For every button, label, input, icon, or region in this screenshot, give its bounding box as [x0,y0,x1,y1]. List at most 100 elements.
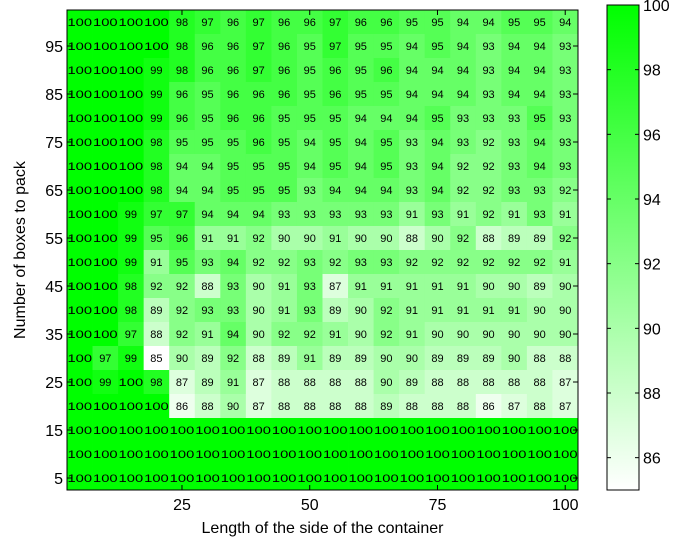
heatmap-cell [322,298,349,323]
colorbar [606,4,640,491]
heatmap-cell-label: 89 [355,353,367,365]
heatmap-cell [348,178,374,203]
heatmap-cell [220,418,247,443]
heatmap-cell-label: 100 [221,425,246,437]
heatmap-cell [92,58,119,83]
heatmap-cell [143,370,170,395]
heatmap-cell-label: 100 [67,281,92,293]
heatmap-cell-label: 95 [150,233,162,245]
heatmap-cell [67,346,93,371]
heatmap-cell-label: 96 [380,65,392,77]
heatmap-cell-label: 96 [278,65,290,77]
heatmap-cell [92,322,119,347]
x-tick-label: 50 [301,497,319,514]
heatmap-cell [450,370,477,395]
heatmap-cell [348,322,374,347]
heatmap-cell-label: 94 [355,113,367,125]
heatmap-cell [296,346,323,371]
heatmap-cell-label: 93 [380,209,392,221]
heatmap-cell-label: 99 [125,257,137,269]
heatmap-cell-label: 95 [227,137,239,149]
heatmap-cell-label: 100 [119,113,144,125]
heatmap-cell-label: 100 [93,401,118,413]
heatmap-cell-label: 90 [253,329,265,341]
heatmap-cell [169,370,196,395]
heatmap-cell-label: 95 [278,185,290,197]
heatmap-cell [220,322,247,347]
heatmap-cell-label: 88 [534,353,546,365]
heatmap-cell [118,58,145,83]
heatmap-cell [475,322,502,347]
heatmap-cell-label: 100 [502,425,527,437]
heatmap-cell-label: 94 [534,137,546,149]
heatmap-cell-label: 100 [67,89,92,101]
heatmap-cell [450,58,477,83]
heatmap-cell-label: 95 [380,161,392,173]
heatmap-cell-label: 100 [323,449,348,461]
y-tick-label: 25 [45,375,63,392]
heatmap-cell [245,10,272,35]
heatmap-cell-label: 93 [227,305,239,317]
heatmap-cell-label: 100 [170,473,195,485]
heatmap-cell [475,226,502,251]
heatmap-cell [348,10,374,35]
heatmap-cell-label: 89 [329,305,341,317]
heatmap-cell-label: 100 [93,329,118,341]
heatmap-cell-label: 92 [559,185,571,197]
heatmap-cell-label: 92 [278,329,290,341]
heatmap-cell-label: 100 [93,185,118,197]
heatmap-cell-label: 100 [119,89,144,101]
heatmap-cell-label: 90 [457,329,469,341]
heatmap-cell [475,394,502,419]
heatmap-cell-label: 100 [67,113,92,125]
heatmap-cell [169,82,196,107]
heatmap-cell [271,178,298,203]
heatmap-cell [501,394,528,419]
heatmap-cell-label: 96 [329,65,341,77]
heatmap-cell-label: 88 [482,233,494,245]
heatmap-cell-label: 94 [253,209,265,221]
heatmap-cell [194,466,221,491]
heatmap-cell-label: 88 [329,377,341,389]
heatmap-cell [220,370,247,395]
heatmap-cell-label: 100 [476,425,501,437]
heatmap-cell [552,394,579,419]
heatmap-cell [169,226,196,251]
heatmap-cell-label: 100 [67,65,92,77]
heatmap-cell [169,394,196,419]
heatmap-cell-label: 99 [150,113,162,125]
heatmap-cell [118,154,145,179]
heatmap-cell [373,82,400,107]
heatmap-cell-label: 96 [253,113,265,125]
heatmap-cell [399,370,426,395]
heatmap-cell-label: 92 [380,305,392,317]
heatmap-cell [220,106,247,131]
heatmap-cell-label: 100 [297,449,322,461]
heatmap-cell [450,322,477,347]
heatmap-cell [526,130,553,155]
heatmap-cell [501,370,528,395]
heatmap-cell [526,394,553,419]
heatmap-cell-label: 96 [201,41,213,53]
heatmap-cell [194,58,221,83]
heatmap-cell [143,298,170,323]
heatmap-cell-label: 97 [125,329,137,341]
heatmap-cell-label: 91 [150,257,162,269]
heatmap-cell [552,58,579,83]
heatmap-cell-label: 96 [329,89,341,101]
heatmap-cell [118,10,145,35]
heatmap-cell-label: 97 [253,41,265,53]
heatmap-cell [245,34,272,59]
heatmap-cell [92,202,119,227]
heatmap-cell [450,466,477,491]
heatmap-cell [399,10,426,35]
heatmap-cell [322,34,349,59]
heatmap-cell-label: 88 [457,377,469,389]
heatmap-cell [322,346,349,371]
heatmap-cell-label: 95 [201,137,213,149]
heatmap-cell [475,154,502,179]
heatmap-cell-label: 89 [534,281,546,293]
heatmap-cell [450,274,477,299]
heatmap-cell [348,130,374,155]
heatmap-cell-label: 88 [431,401,443,413]
